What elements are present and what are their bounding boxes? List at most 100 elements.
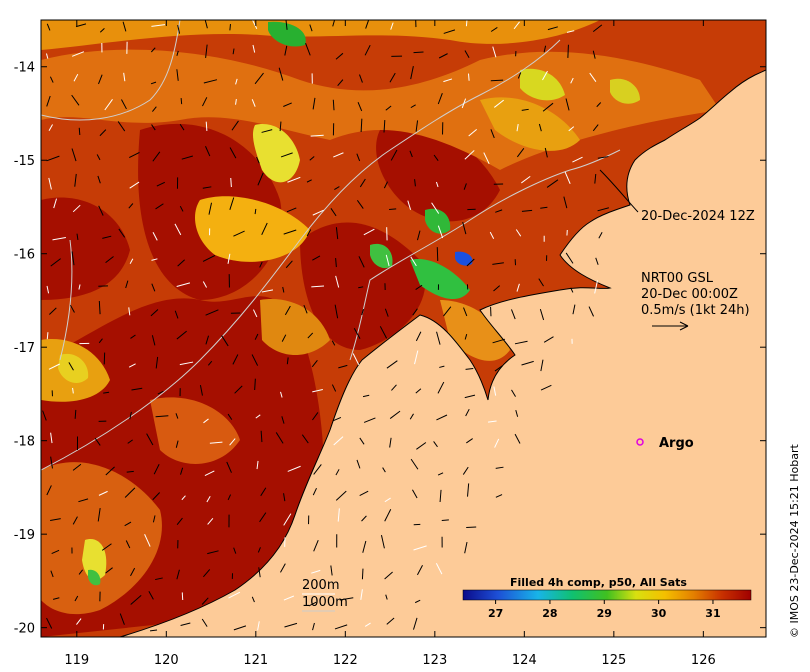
current-vector [588, 306, 594, 317]
current-vector [254, 378, 256, 391]
sst-patch-green [268, 21, 306, 47]
current-vector [259, 261, 263, 268]
current-vector [332, 99, 335, 111]
current-vector [308, 601, 317, 607]
current-vector [251, 99, 256, 107]
current-vector [256, 156, 260, 164]
current-vector [149, 629, 158, 632]
current-vector [73, 73, 79, 82]
current-vector [492, 262, 504, 265]
current-vector [203, 569, 211, 578]
current-vector [280, 391, 283, 398]
land-mass [119, 20, 766, 637]
current-vector [232, 354, 239, 365]
current-vector [179, 361, 194, 366]
sst-patch [480, 97, 580, 151]
current-vector [124, 521, 132, 527]
current-vector [203, 79, 218, 84]
current-vector [176, 517, 183, 525]
current-vector [490, 129, 495, 139]
current-vector [257, 621, 260, 631]
current-vector [416, 565, 423, 576]
current-vector [413, 617, 418, 630]
current-vector [592, 24, 603, 33]
current-vector [567, 44, 569, 58]
current-vector [104, 98, 113, 111]
current-vector [176, 50, 179, 56]
current-vector [234, 385, 243, 394]
current-vector [409, 413, 414, 420]
current-vector [385, 254, 390, 267]
current-vector [71, 148, 77, 162]
current-vector [251, 20, 258, 30]
current-vector [201, 618, 208, 627]
current-vector [180, 97, 183, 105]
sst-patch-green [370, 243, 393, 269]
current-vector [334, 186, 340, 191]
current-vector [283, 229, 297, 235]
current-vector [544, 147, 548, 158]
current-vector [489, 231, 495, 239]
current-vector [130, 594, 142, 605]
current-vector [415, 284, 423, 290]
current-vector [119, 613, 125, 625]
current-vector [515, 229, 522, 237]
current-vector [72, 516, 78, 525]
current-vector [521, 175, 531, 184]
sst-patch-blue [455, 251, 473, 266]
current-vector [511, 389, 516, 397]
current-vector [334, 304, 339, 319]
current-vector [335, 52, 344, 60]
y-tick-label: -16 [14, 248, 35, 263]
current-vector [441, 519, 449, 521]
current-vector [235, 78, 238, 85]
current-vector [568, 126, 575, 132]
current-vector [353, 328, 361, 340]
current-vectors [42, 20, 610, 632]
current-vector [278, 67, 284, 81]
current-vector [539, 308, 545, 321]
current-vector [230, 177, 232, 188]
current-vector [435, 181, 439, 188]
colorbar-tick-label: 29 [597, 607, 612, 620]
current-vector [233, 230, 245, 237]
current-vector [465, 20, 468, 27]
x-axis: 119 120 121 122 123 124 125 126 [64, 20, 716, 668]
current-vector [128, 203, 134, 209]
contour-shelf [59, 239, 73, 361]
current-vector [466, 526, 477, 529]
current-vector [74, 595, 79, 602]
current-vector [257, 172, 264, 186]
current-vector [233, 547, 237, 554]
current-vector [283, 493, 286, 502]
current-vector [152, 106, 157, 112]
colorbar-ticks: 27 28 29 30 31 [488, 600, 721, 620]
current-vector [305, 42, 311, 56]
x-tick-label: 119 [64, 653, 89, 668]
current-vector [433, 441, 438, 448]
y-axis: -14 -15 -16 -17 -18 -19 -20 [14, 61, 766, 637]
current-vector [361, 308, 364, 316]
current-vector [152, 492, 161, 501]
current-vector [251, 596, 255, 603]
current-vector [513, 21, 520, 30]
current-vector [379, 326, 388, 339]
current-vector [50, 432, 53, 444]
current-vector [570, 77, 574, 84]
current-vector [331, 384, 337, 392]
current-vector [70, 304, 75, 313]
current-vector [50, 518, 61, 522]
current-vector [359, 490, 369, 496]
current-vector [391, 384, 397, 391]
current-vector [204, 470, 215, 477]
current-vector [94, 437, 101, 446]
current-vector [72, 463, 82, 471]
current-vector [382, 467, 386, 473]
current-vector [468, 129, 477, 137]
current-vector [330, 565, 333, 576]
current-vector [438, 53, 448, 59]
y-tick-label: -15 [14, 154, 35, 169]
x-tick-label: 121 [243, 653, 268, 668]
current-vector [235, 98, 237, 105]
current-vector [48, 177, 52, 190]
